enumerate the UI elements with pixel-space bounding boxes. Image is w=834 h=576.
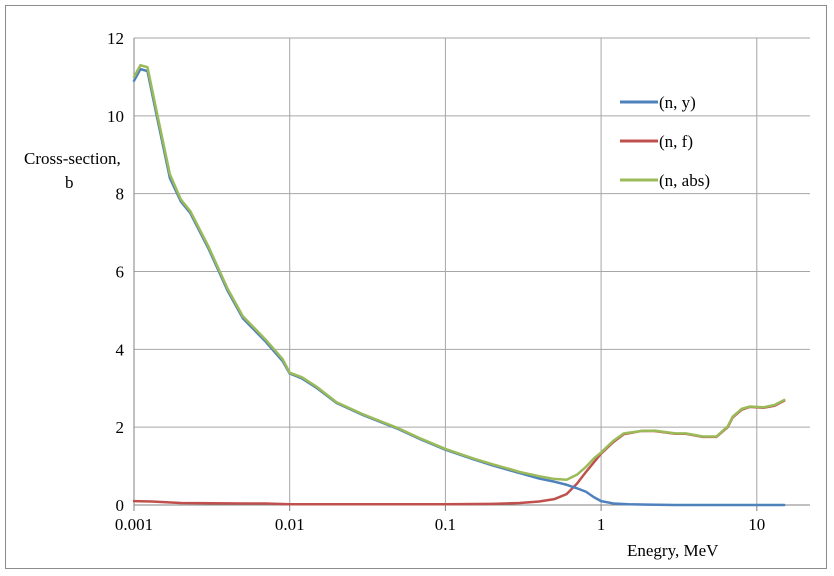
x-tick-label: 0.001 bbox=[115, 515, 153, 534]
tick-labels: 0 2 4 6 8 10 12 0.001 0.01 0.1 1 10 bbox=[107, 29, 765, 534]
y-axis-label-line2: b bbox=[65, 173, 74, 192]
y-tick-label: 12 bbox=[107, 29, 124, 48]
x-axis-label: Enegry, MeV bbox=[627, 541, 719, 560]
legend-label-n-f: (n, f) bbox=[659, 132, 693, 151]
y-tick-label: 4 bbox=[116, 340, 125, 359]
series-lines bbox=[132, 63, 786, 507]
y-tick-label: 8 bbox=[116, 185, 125, 204]
gridlines bbox=[134, 37, 810, 505]
legend-label-n-abs: (n, abs) bbox=[659, 171, 710, 190]
x-tick-label: 0.01 bbox=[275, 515, 305, 534]
axes bbox=[133, 38, 810, 511]
y-tick-label: 0 bbox=[116, 496, 125, 515]
y-axis-label-line1: Cross-section, bbox=[24, 149, 121, 168]
y-tick-label: 2 bbox=[116, 418, 125, 437]
chart-frame bbox=[5, 5, 827, 569]
legend: (n, y) (n, f) (n, abs) bbox=[620, 93, 710, 190]
x-tick-label: 10 bbox=[748, 515, 765, 534]
x-tick-label: 1 bbox=[597, 515, 606, 534]
legend-label-n-y: (n, y) bbox=[659, 93, 696, 112]
x-tick-label: 0.1 bbox=[435, 515, 456, 534]
series-line-n-abs bbox=[132, 63, 786, 481]
y-tick-label: 10 bbox=[107, 107, 124, 126]
y-tick-label: 6 bbox=[116, 263, 125, 282]
